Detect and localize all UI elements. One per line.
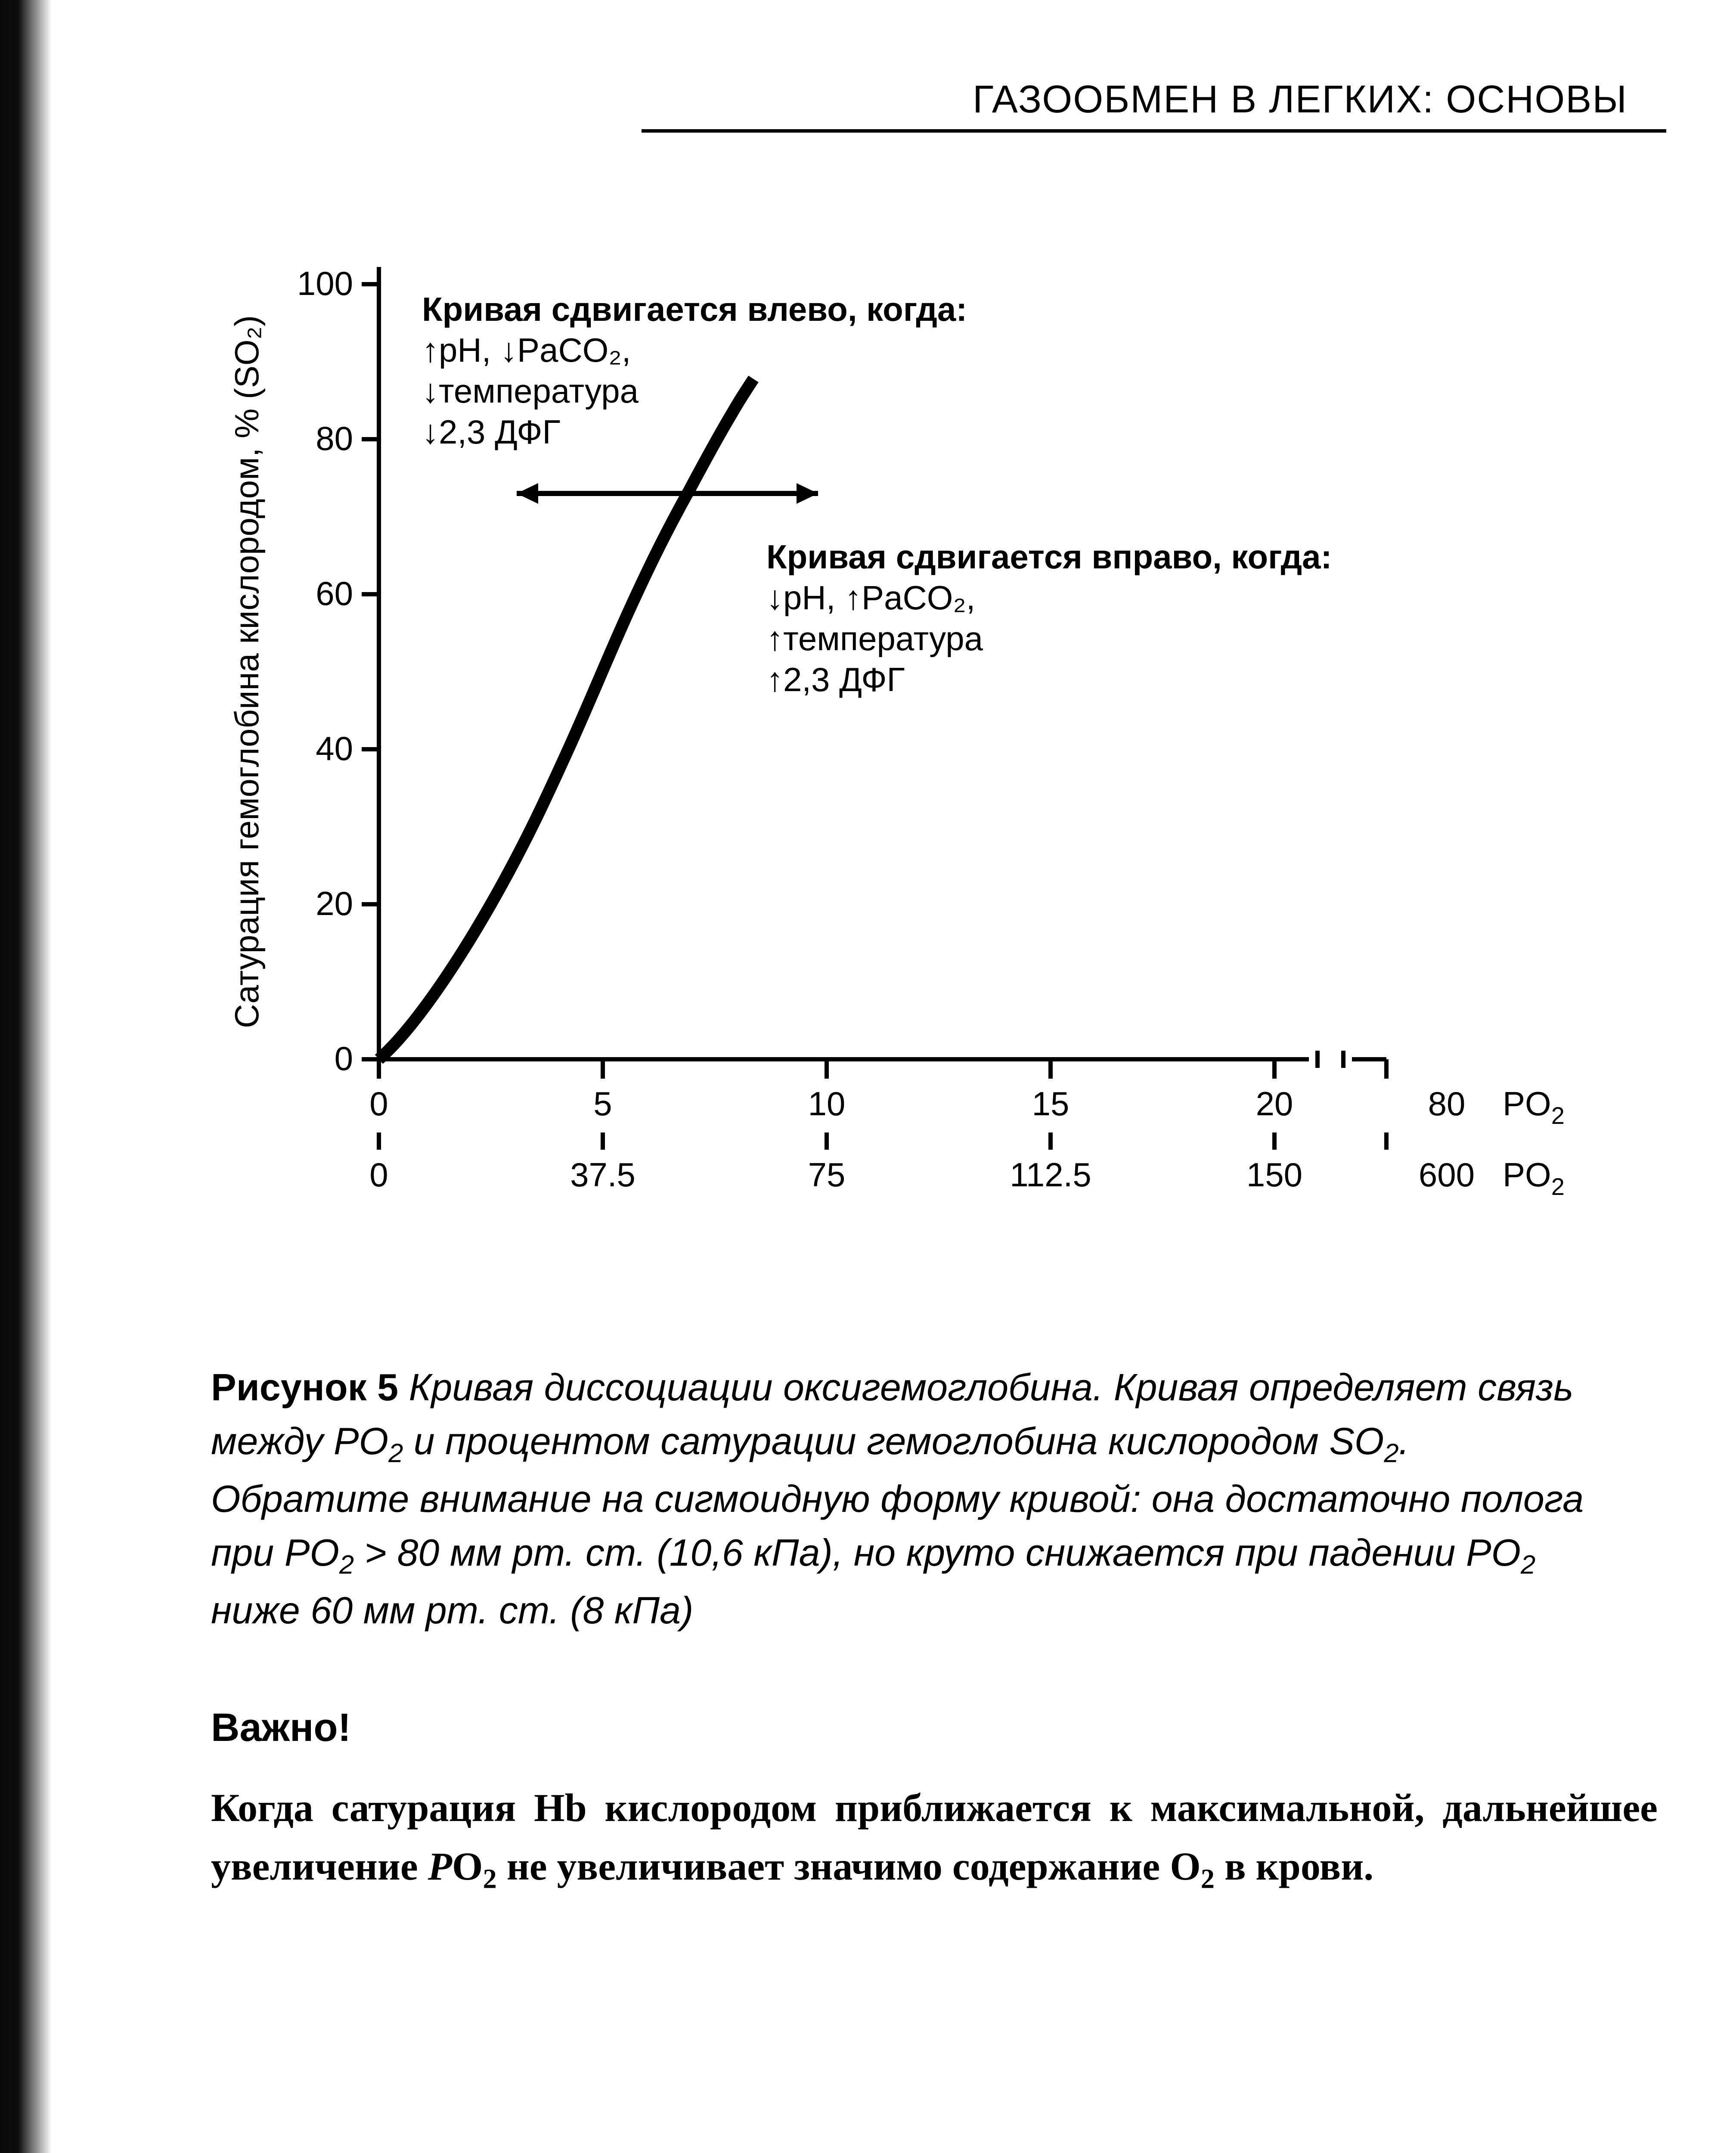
dissociation-curve-chart: 0 20 40 60 80 100 Сатурация гемоглобина …	[198, 224, 1576, 1257]
y-axis-title: Сатурация гемоглобина кислородом, % (SO₂…	[228, 315, 266, 1028]
left-shift-annotation: Кривая сдвигается влево, когда: ↑pH, ↓Pa…	[422, 290, 967, 451]
x-kpa-80: 80	[1428, 1085, 1466, 1123]
x-mmhg-112: 112.5	[1010, 1156, 1091, 1194]
important-po2-p: P	[428, 1844, 452, 1888]
important-tail: в крови.	[1215, 1844, 1373, 1888]
caption-part-5: ниже 60 мм рт. ст. (8 кПа)	[211, 1589, 693, 1632]
dissociation-curve	[379, 379, 753, 1059]
y-tick-100: 100	[297, 264, 353, 302]
x-mmhg-0: 0	[369, 1156, 388, 1194]
shift-double-arrow	[517, 483, 818, 504]
x-mmhg-37: 37.5	[570, 1156, 636, 1194]
header-title-sub: ОСНОВЫ	[1434, 78, 1628, 121]
scan-binding-edge	[0, 0, 52, 2153]
right-shift-annotation: Кривая сдвигается вправо, когда: ↓pH, ↑P…	[766, 538, 1332, 698]
caption-part-2: и процентом сатурации гемоглобина кислор…	[403, 1420, 1384, 1462]
x-kpa-5: 5	[593, 1085, 612, 1123]
left-shift-line-3: ↓2,3 ДФГ	[422, 413, 561, 451]
right-shift-line-2: ↑температура	[766, 620, 983, 658]
right-shift-line-3: ↑2,3 ДФГ	[766, 661, 905, 698]
y-tick-0: 0	[335, 1039, 353, 1077]
y-tick-20: 20	[316, 884, 353, 922]
x-axis-title-mmhg: PO2 mmHg	[1503, 1156, 1576, 1200]
right-shift-heading: Кривая сдвигается вправо, когда:	[766, 538, 1332, 576]
x-ticks-mmhg: 0 37.5 75 112.5 150 600 PO2 mmHg	[369, 1132, 1576, 1200]
left-shift-heading: Кривая сдвигается влево, когда:	[422, 290, 967, 328]
x-ticks-kpa: 0 5 10 15 20 80 PO2 kPa	[369, 1059, 1576, 1129]
x-kpa-10: 10	[808, 1085, 846, 1123]
figure-caption: Рисунок 5 Кривая диссоциации оксигемогло…	[211, 1361, 1589, 1638]
x-kpa-20: 20	[1256, 1085, 1293, 1123]
important-suffix: не увеличивает значимо содержание O	[497, 1844, 1201, 1888]
header-title: ГАЗООБМЕН В ЛЕГКИХ: ОСНОВЫ	[973, 78, 1628, 121]
important-heading: Важно!	[211, 1705, 351, 1750]
x-mmhg-75: 75	[808, 1156, 846, 1194]
header-rule	[642, 129, 1666, 133]
x-mmhg-150: 150	[1246, 1156, 1302, 1194]
x-kpa-0: 0	[369, 1085, 388, 1123]
left-shift-line-2: ↓температура	[422, 372, 639, 410]
y-tick-80: 80	[316, 419, 353, 457]
page: ГАЗООБМЕН В ЛЕГКИХ: ОСНОВЫ 0 20 40	[112, 0, 1662, 2153]
y-tick-40: 40	[316, 729, 353, 767]
y-tick-60: 60	[316, 574, 353, 612]
running-header: ГАЗООБМЕН В ЛЕГКИХ: ОСНОВЫ	[973, 78, 1628, 122]
caption-part-4: > 80 мм рт. ст. (10,6 кПа), но круто сни…	[354, 1531, 1521, 1574]
left-shift-line-1: ↑pH, ↓PaCO₂,	[422, 331, 631, 369]
header-title-main: ГАЗООБМЕН В ЛЕГКИХ:	[973, 78, 1434, 121]
y-ticks: 0 20 40 60 80 100	[297, 264, 379, 1077]
right-shift-line-1: ↓pH, ↑PaCO₂,	[766, 579, 975, 617]
figure-label: Рисунок 5	[211, 1366, 398, 1408]
x-kpa-15: 15	[1032, 1085, 1070, 1123]
x-axis-title-kpa: PO2 kPa	[1503, 1085, 1576, 1129]
important-body: Когда сатурация Hb кислородом приближает…	[211, 1778, 1658, 1899]
x-mmhg-600: 600	[1419, 1156, 1475, 1194]
chart-svg: 0 20 40 60 80 100 Сатурация гемоглобина …	[198, 224, 1576, 1257]
